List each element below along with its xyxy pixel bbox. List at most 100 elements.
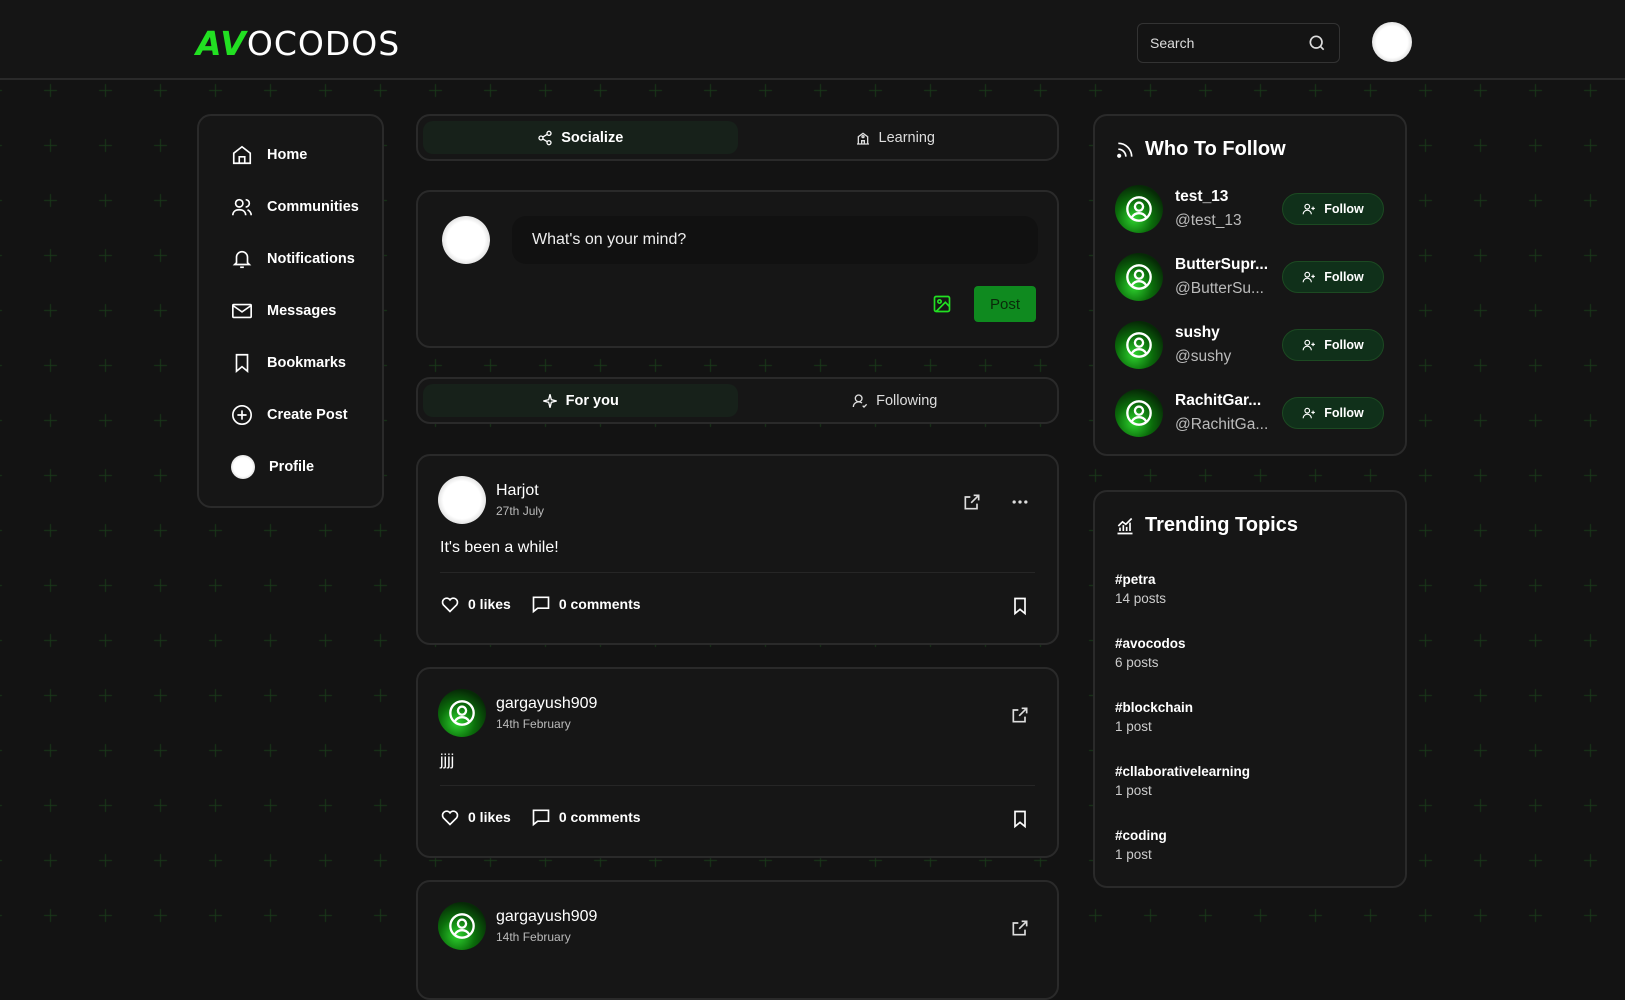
user-circle-icon <box>1126 264 1152 290</box>
post-card: gargayush909 14th February jjjj 0 likes 0… <box>416 667 1059 858</box>
topic-tag[interactable]: #coding <box>1115 828 1167 843</box>
home-icon <box>232 145 252 165</box>
user-handle: @sushy <box>1175 348 1232 365</box>
bookmark-icon[interactable] <box>1010 596 1030 616</box>
topic-tag[interactable]: #blockchain <box>1115 700 1194 715</box>
tab-socialize[interactable]: Socialize <box>423 121 738 154</box>
mail-icon <box>232 303 252 319</box>
external-link-icon[interactable] <box>962 492 982 512</box>
user-name[interactable]: sushy <box>1175 324 1220 341</box>
sidebar: Home Communities Notifications Messages … <box>197 114 384 508</box>
follow-suggestion: test_13 @test_13 Follow <box>1115 184 1385 234</box>
external-link-icon[interactable] <box>1010 705 1030 725</box>
follow-suggestion: RachitGar... @RachitGa... Follow <box>1115 388 1385 438</box>
like-button[interactable]: 0 likes <box>440 807 511 827</box>
trending-topic[interactable]: #blockchain 1 post <box>1115 700 1193 734</box>
user-avatar[interactable] <box>1115 389 1163 437</box>
bell-icon <box>232 250 252 269</box>
post-card: gargayush909 14th February <box>416 880 1059 1000</box>
follow-suggestion: sushy @sushy Follow <box>1115 320 1385 370</box>
school-icon <box>856 132 869 145</box>
sparkle-icon <box>542 393 557 408</box>
post-date: 14th February <box>496 930 571 944</box>
user-avatar[interactable] <box>1115 253 1163 301</box>
user-handle: @ButterSu... <box>1175 280 1264 297</box>
topic-tag[interactable]: #cllaborativelearning <box>1115 764 1251 779</box>
post-button[interactable]: Post <box>974 286 1036 322</box>
avatar <box>442 216 490 264</box>
topic-count: 1 post <box>1115 783 1152 798</box>
user-plus-icon <box>1302 203 1316 215</box>
who-to-follow: Who To Follow test_13 @test_13 Follow But… <box>1093 114 1407 456</box>
post-date: 14th February <box>496 717 571 731</box>
author-avatar[interactable] <box>438 902 486 950</box>
topic-count: 6 posts <box>1115 655 1159 670</box>
post-body: jjjj <box>440 752 455 769</box>
sidebar-item-home[interactable]: Home <box>199 129 382 181</box>
topic-tag[interactable]: #petra <box>1115 572 1156 587</box>
follow-button[interactable]: Follow <box>1282 329 1384 361</box>
comment-icon <box>532 596 550 614</box>
topic-count: 1 post <box>1115 719 1152 734</box>
sidebar-item-notifications[interactable]: Notifications <box>199 233 382 285</box>
trending-topic[interactable]: #coding 1 post <box>1115 828 1167 862</box>
post-input[interactable]: What's on your mind? <box>512 216 1038 264</box>
search-placeholder: Search <box>1150 35 1195 51</box>
author-name[interactable]: gargayush909 <box>496 695 598 712</box>
share-icon <box>538 130 552 145</box>
user-avatar[interactable] <box>1115 185 1163 233</box>
comment-icon <box>532 809 550 827</box>
more-icon[interactable] <box>1010 492 1030 512</box>
trending-topic[interactable]: #cllaborativelearning 1 post <box>1115 764 1250 798</box>
sidebar-item-bookmarks[interactable]: Bookmarks <box>199 337 382 389</box>
topic-count: 14 posts <box>1115 591 1167 606</box>
sidebar-item-messages[interactable]: Messages <box>199 285 382 337</box>
post-card: Harjot 27th July It's been a while! 0 lik… <box>416 454 1059 645</box>
author-name[interactable]: Harjot <box>496 482 539 499</box>
tab-following[interactable]: Following <box>738 384 1053 417</box>
user-circle-icon <box>449 913 475 939</box>
avatar <box>231 455 255 479</box>
follow-button[interactable]: Follow <box>1282 193 1384 225</box>
follow-button[interactable]: Follow <box>1282 397 1384 429</box>
topic-tag[interactable]: #avocodos <box>1115 636 1186 651</box>
search-input[interactable]: Search <box>1137 23 1340 63</box>
sidebar-item-communities[interactable]: Communities <box>199 181 382 233</box>
comments-button[interactable]: 0 comments <box>531 594 641 614</box>
search-icon[interactable] <box>1307 33 1327 53</box>
feed-tabs: For you Following <box>416 377 1059 424</box>
user-circle-icon <box>1126 332 1152 358</box>
user-handle: @RachitGa... <box>1175 416 1269 433</box>
bookmark-icon[interactable] <box>1010 809 1030 829</box>
trending-topic[interactable]: #petra 14 posts <box>1115 572 1166 606</box>
author-avatar[interactable] <box>438 476 486 524</box>
external-link-icon[interactable] <box>1010 918 1030 938</box>
tab-learning[interactable]: Learning <box>738 121 1053 154</box>
logo[interactable]: AVOCODOS <box>196 24 401 63</box>
user-check-icon <box>852 393 868 408</box>
author-name[interactable]: gargayush909 <box>496 908 598 925</box>
trending-topic[interactable]: #avocodos 6 posts <box>1115 636 1186 670</box>
heart-icon <box>441 597 459 613</box>
mode-tabs: Socialize Learning <box>416 114 1059 161</box>
author-avatar[interactable] <box>438 689 486 737</box>
sidebar-item-profile[interactable]: Profile <box>199 441 382 493</box>
divider <box>440 785 1035 786</box>
top-bar: AVOCODOS Search <box>0 0 1625 80</box>
trending-topics: Trending Topics #petra 14 posts #avocodos 6… <box>1093 490 1407 888</box>
sidebar-item-create-post[interactable]: Create Post <box>199 389 382 441</box>
user-name[interactable]: test_13 <box>1175 188 1229 205</box>
image-upload-icon[interactable] <box>932 294 952 314</box>
like-button[interactable]: 0 likes <box>440 594 511 614</box>
rss-icon <box>1117 142 1133 158</box>
user-circle-icon <box>449 700 475 726</box>
follow-button[interactable]: Follow <box>1282 261 1384 293</box>
section-title: Trending Topics <box>1145 514 1298 536</box>
tab-for-you[interactable]: For you <box>423 384 738 417</box>
comments-button[interactable]: 0 comments <box>531 807 641 827</box>
user-avatar[interactable] <box>1372 22 1412 62</box>
user-name[interactable]: ButterSupr... <box>1175 256 1269 273</box>
users-icon <box>232 198 252 216</box>
user-name[interactable]: RachitGar... <box>1175 392 1262 409</box>
user-avatar[interactable] <box>1115 321 1163 369</box>
